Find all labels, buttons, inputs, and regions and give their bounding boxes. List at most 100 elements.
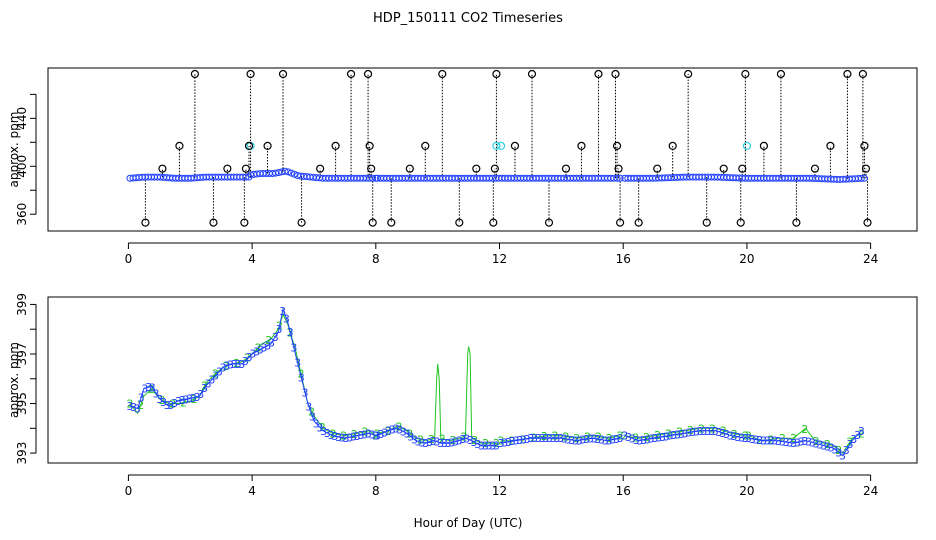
series-3-point: 3 (459, 433, 466, 446)
series-3-point: 3 (339, 432, 346, 445)
flag-point (684, 69, 693, 79)
series-3-point: 3 (636, 435, 643, 448)
flag-point (510, 141, 520, 151)
series-3-point: 3 (134, 402, 141, 415)
series-2-point: 2 (779, 432, 786, 445)
series-3-point: 3 (346, 431, 353, 444)
series-3-point: 3 (452, 436, 459, 449)
flag-point (826, 141, 835, 151)
flag-point (702, 218, 711, 227)
top-x-tick-label: 8 (372, 252, 380, 266)
series-3-point: 3 (212, 370, 219, 383)
top-y-axis-title: approx. ppm (7, 112, 21, 188)
cyan-point (496, 141, 506, 151)
series-3-point: 3 (354, 430, 361, 443)
flag-point (209, 218, 218, 227)
series-2-point: 2 (552, 430, 559, 443)
top-x-tick-label: 12 (492, 252, 507, 266)
series-2-point: 2 (742, 430, 749, 443)
series-3-point: 3 (700, 425, 707, 438)
series-3-point: 3 (738, 432, 745, 445)
series-3-point: 3 (361, 428, 368, 441)
series-3-point: 3 (723, 428, 730, 441)
series-3-point: 3 (227, 359, 234, 372)
flag-point (738, 164, 747, 173)
flag-point (561, 164, 571, 173)
series-3-point: 3 (731, 430, 738, 443)
flag-point (490, 164, 499, 173)
series-3-point: 3 (557, 432, 564, 445)
series-3-point: 3 (704, 425, 711, 438)
series-3-point: 3 (493, 440, 500, 453)
series-3-point: 3 (407, 431, 414, 444)
series-3-point: 3 (850, 433, 857, 446)
series-3-point: 3 (485, 440, 492, 453)
series-3-point: 3 (839, 449, 846, 462)
series-3-point: 3 (290, 342, 297, 355)
bottom-y-tick-label: 399 (15, 293, 29, 316)
series-3-point: 3 (463, 433, 470, 446)
series-3-point: 3 (824, 441, 831, 454)
series-3-point: 3 (489, 440, 496, 453)
series-2-point: 2 (126, 398, 133, 411)
series-3-point: 3 (430, 435, 437, 448)
series-2-point: 2 (319, 421, 326, 434)
series-2-point: 2 (498, 435, 505, 448)
flag-point (438, 69, 447, 79)
series-2-point: 2 (191, 393, 198, 406)
series-3-point: 3 (591, 433, 598, 446)
series-3-point: 3 (482, 440, 489, 453)
top-x-tick-label: 0 (125, 252, 133, 266)
top-y-tick-label: 360 (15, 203, 29, 226)
series-3-point: 3 (617, 432, 624, 445)
series-3-point: 3 (179, 394, 186, 407)
flag-point (363, 69, 373, 79)
series-3-point: 3 (467, 434, 474, 447)
series-3-point: 3 (768, 435, 775, 448)
top-x-tick-label: 4 (248, 252, 256, 266)
series-3-point: 3 (745, 432, 752, 445)
series-3-point: 3 (275, 323, 282, 336)
series-3-point: 3 (531, 432, 538, 445)
series-2-point: 2 (439, 433, 446, 446)
series-2-point: 2 (632, 432, 639, 445)
series-3-point: 3 (678, 428, 685, 441)
series-3-point: 3 (505, 436, 512, 449)
series-2-point: 2 (745, 430, 752, 443)
flag-point (736, 218, 745, 227)
series-2-point: 2 (731, 428, 738, 441)
flag-point (719, 164, 728, 173)
series-3-point: 3 (583, 433, 590, 446)
series-3-point: 3 (625, 431, 632, 444)
series-3-point: 3 (535, 432, 542, 445)
series-3-point: 3 (456, 435, 463, 448)
top-plot-frame (47, 67, 918, 232)
series-3-point: 3 (854, 429, 861, 442)
series-3-point: 3 (538, 432, 545, 445)
series-3-point: 3 (689, 426, 696, 439)
flag-point (776, 69, 786, 79)
bottom-x-tick-label: 8 (372, 484, 380, 498)
series-3-point: 3 (858, 425, 865, 438)
series-3-point: 3 (216, 366, 223, 379)
baseline-point (284, 168, 292, 176)
flag-point (331, 141, 340, 151)
top-y-tick-label: 400 (15, 155, 29, 178)
flag-point (387, 218, 396, 227)
series-3-point: 3 (313, 417, 320, 430)
series-3-point: 3 (565, 433, 572, 446)
series-3-point: 3 (415, 435, 422, 448)
series-3-point: 3 (478, 440, 485, 453)
flag-point (244, 141, 254, 151)
series-3-point: 3 (809, 437, 816, 450)
series-2-point: 2 (493, 437, 500, 450)
series-3-point: 3 (783, 436, 790, 449)
series-2-line (129, 312, 377, 437)
flag-point (634, 218, 643, 227)
series-3-point: 3 (234, 358, 241, 371)
series-3-point: 3 (372, 430, 379, 443)
series-2-line (624, 427, 746, 439)
flag-point (612, 141, 622, 151)
series-3-point: 3 (257, 344, 264, 357)
